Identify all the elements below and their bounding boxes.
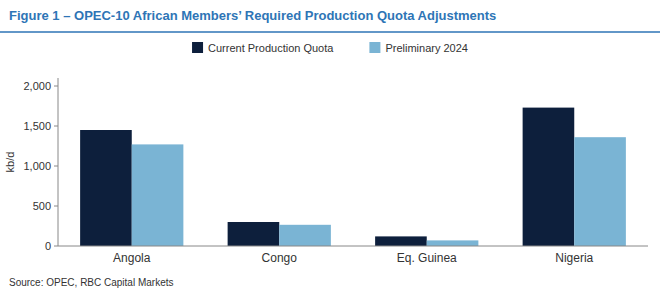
y-tick — [54, 126, 58, 127]
bar — [523, 108, 575, 246]
y-tick-label: 1,000 — [23, 160, 51, 172]
bar — [228, 222, 280, 246]
y-tick — [54, 86, 58, 87]
y-tick-label: 2,000 — [23, 80, 51, 92]
legend: Current Production Quota Preliminary 2024 — [192, 42, 468, 54]
bar — [279, 225, 331, 246]
y-axis-line — [58, 78, 59, 246]
chart: Figure 1 – OPEC-10 African Members’ Requ… — [0, 0, 660, 292]
legend-swatch — [369, 42, 380, 53]
source-note: Source: OPEC, RBC Capital Markets — [9, 277, 174, 288]
y-tick — [54, 246, 58, 247]
bar — [80, 130, 132, 246]
bar — [132, 144, 184, 246]
y-tick — [54, 206, 58, 207]
y-tick-label: 500 — [33, 200, 51, 212]
y-tick-label: 0 — [45, 240, 51, 252]
bar — [574, 137, 626, 246]
y-tick-label: 1,500 — [23, 120, 51, 132]
y-axis-label: kb/d — [4, 152, 16, 173]
x-axis-line — [58, 246, 648, 247]
bars — [80, 108, 626, 246]
x-tick-label: Congo — [262, 251, 298, 265]
title: Figure 1 – OPEC-10 African Members’ Requ… — [9, 8, 496, 23]
title-rule — [0, 31, 660, 33]
legend-label: Preliminary 2024 — [385, 42, 468, 54]
legend-swatch — [192, 42, 203, 53]
legend-label: Current Production Quota — [208, 42, 334, 54]
x-tick-label: Eq. Guinea — [397, 251, 457, 265]
x-tick-label: Nigeria — [555, 251, 593, 265]
y-tick — [54, 166, 58, 167]
bar — [427, 240, 479, 246]
x-tick-label: Angola — [113, 251, 151, 265]
bar — [375, 236, 427, 246]
